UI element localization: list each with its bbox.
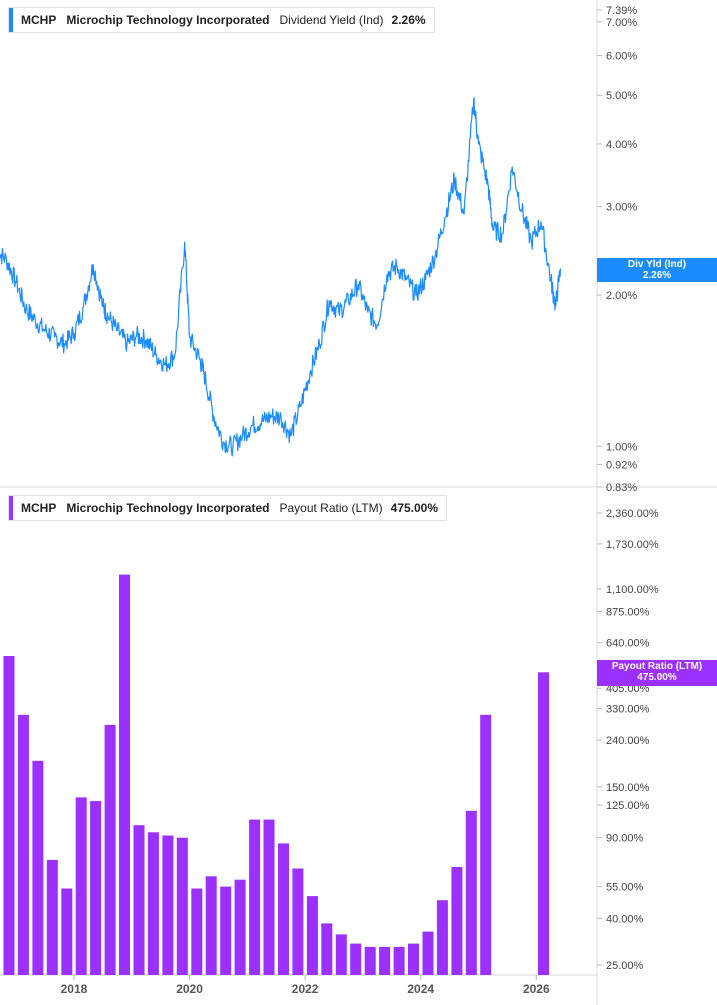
yield-y-tick-label: 2.00% <box>606 290 637 302</box>
payout-y-tick-label: 1,100.00% <box>606 584 659 596</box>
payout-y-tick-label: 90.00% <box>606 833 644 845</box>
yield-series-line <box>0 97 561 457</box>
yield-y-tick-label: 6.00% <box>606 50 637 62</box>
payout-y-tick-label: 875.00% <box>606 607 650 619</box>
x-tick-label: 2024 <box>407 982 434 996</box>
payout-bar <box>205 876 217 975</box>
payout-bar <box>393 946 405 975</box>
yield-y-tick-label: 7.39% <box>606 5 637 17</box>
payout-bar <box>220 886 232 975</box>
payout-legend-swatch <box>9 496 13 520</box>
payout-y-tick-label: 40.00% <box>606 913 644 925</box>
payout-bar <box>90 801 102 975</box>
yield-legend: MCHP Microchip Technology Incorporated D… <box>8 7 435 33</box>
payout-bar <box>104 724 116 975</box>
payout-bar <box>321 923 333 975</box>
yield-y-tick-label: 1.00% <box>606 441 637 453</box>
payout-bar <box>3 656 15 975</box>
payout-tag-label: Payout Ratio (LTM) <box>611 661 703 672</box>
payout-y-tick-label: 25.00% <box>606 960 644 972</box>
payout-legend-company: Microchip Technology Incorporated <box>66 501 270 515</box>
payout-bar <box>292 868 304 975</box>
payout-y-tick-label: 240.00% <box>606 735 650 747</box>
payout-y-tick-label: 640.00% <box>606 638 650 650</box>
payout-bar <box>436 900 448 975</box>
yield-price-tag: Div Yld (Ind) 2.26% <box>597 258 717 282</box>
payout-legend-value: 475.00% <box>390 501 439 515</box>
yield-legend-swatch <box>9 8 13 32</box>
yield-legend-ticker: MCHP <box>21 13 57 27</box>
payout-bar <box>234 879 246 975</box>
payout-bar <box>162 835 174 975</box>
payout-bar <box>350 943 362 975</box>
yield-y-tick-label: 4.00% <box>606 139 637 151</box>
x-tick-label: 2018 <box>61 982 88 996</box>
payout-price-tag: Payout Ratio (LTM) 475.00% <box>597 660 717 686</box>
payout-y-tick-label: 405.00% <box>606 683 650 695</box>
x-tick-label: 2020 <box>176 982 203 996</box>
payout-y-tick-label: 55.00% <box>606 882 644 894</box>
payout-bar <box>263 819 275 975</box>
yield-tag-label: Div Yld (Ind) <box>627 259 687 270</box>
yield-y-tick-label: 7.00% <box>606 17 637 29</box>
payout-bar <box>451 867 463 975</box>
yield-legend-company: Microchip Technology Incorporated <box>66 13 270 27</box>
payout-bar <box>408 943 419 975</box>
payout-bar <box>379 946 391 975</box>
yield-y-tick-label: 3.00% <box>606 202 637 214</box>
payout-y-tick-label: 330.00% <box>606 704 650 716</box>
payout-legend-ticker: MCHP <box>21 501 57 515</box>
payout-bar <box>538 672 549 975</box>
payout-bar <box>119 574 130 975</box>
payout-bar <box>480 714 492 975</box>
payout-bar <box>32 760 44 975</box>
payout-y-tick-label: 150.00% <box>606 782 650 794</box>
payout-tag-value: 475.00% <box>637 672 677 683</box>
yield-legend-value: 2.26% <box>391 13 426 27</box>
payout-bar <box>17 714 29 975</box>
payout-bar <box>176 837 188 975</box>
payout-bar <box>306 896 318 975</box>
payout-bar <box>335 934 347 975</box>
yield-y-tick-label: 5.00% <box>606 90 637 102</box>
payout-bar <box>61 888 73 975</box>
payout-bar <box>191 888 203 975</box>
payout-y-tick-label: 125.00% <box>606 800 650 812</box>
payout-legend: MCHP Microchip Technology Incorporated P… <box>8 495 448 521</box>
payout-legend-metric: Payout Ratio (LTM) <box>279 501 383 515</box>
payout-bar <box>75 797 87 975</box>
yield-y-tick-label: 0.83% <box>606 482 637 494</box>
payout-bar <box>364 946 376 975</box>
payout-bar <box>422 931 434 975</box>
yield-legend-metric: Dividend Yield (Ind) <box>279 13 384 27</box>
payout-bar <box>133 825 145 975</box>
payout-bar <box>465 810 477 975</box>
yield-y-tick-label: 0.92% <box>606 460 637 472</box>
payout-y-tick-label: 2,360.00% <box>606 508 659 520</box>
payout-bar <box>46 859 58 975</box>
payout-bar <box>147 832 159 975</box>
x-tick-label: 2022 <box>292 982 319 996</box>
payout-bar <box>249 819 261 975</box>
payout-bar <box>278 843 289 975</box>
payout-y-tick-label: 1,730.00% <box>606 539 659 551</box>
yield-tag-value: 2.26% <box>642 270 672 281</box>
x-tick-label: 2026 <box>523 982 550 996</box>
